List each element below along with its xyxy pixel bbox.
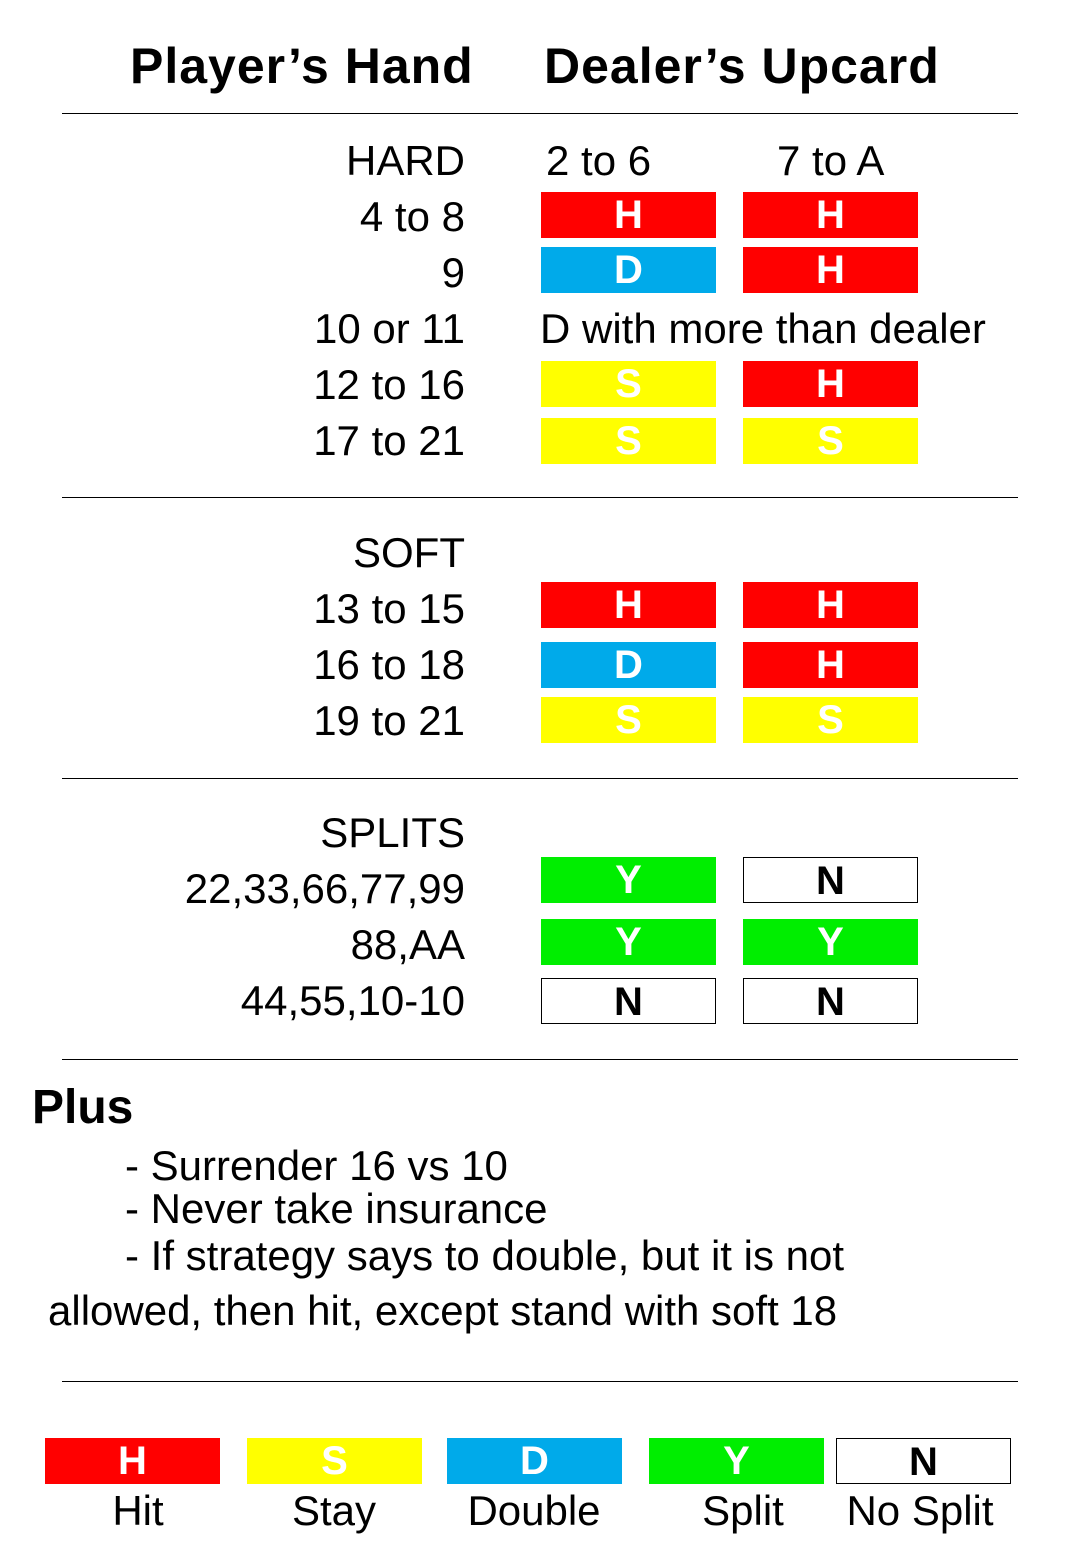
action-cell: Y	[743, 919, 918, 965]
divider	[62, 497, 1018, 498]
hand-label: 4 to 8	[359, 193, 465, 240]
action-cell: S	[743, 418, 918, 464]
action-cell: H	[743, 582, 918, 628]
action-cell: H	[541, 192, 716, 238]
hand-label: 22,33,66,77,99	[184, 865, 465, 912]
legend-stay-swatch: S	[247, 1438, 422, 1484]
soft-section-title: SOFT	[353, 529, 465, 576]
divider	[62, 778, 1018, 779]
action-cell: Y	[541, 919, 716, 965]
action-cell: S	[541, 361, 716, 407]
hand-label: 9	[441, 249, 465, 296]
hand-label: 12 to 16	[313, 361, 465, 408]
hard-section-title: HARD	[345, 137, 465, 184]
action-cell: D	[541, 247, 716, 293]
legend-hit-swatch: H	[45, 1438, 220, 1484]
hand-label: 13 to 15	[313, 585, 465, 632]
legend-split-label: Split	[702, 1487, 784, 1534]
action-cell: D	[541, 642, 716, 688]
legend-double-swatch: D	[447, 1438, 622, 1484]
splits-section-title: SPLITS	[320, 809, 465, 856]
action-cell: H	[743, 361, 918, 407]
double-note: D with more than dealer	[540, 305, 986, 352]
action-cell: Y	[541, 857, 716, 903]
divider	[62, 113, 1018, 114]
hand-label: 16 to 18	[313, 641, 465, 688]
divider	[62, 1381, 1018, 1382]
dealer-upcard-header: Dealer’s Upcard	[544, 38, 940, 94]
hand-label: 88,AA	[350, 921, 465, 968]
plus-title: Plus	[32, 1081, 134, 1134]
divider	[62, 1059, 1018, 1060]
action-cell: S	[541, 697, 716, 743]
action-cell: S	[541, 418, 716, 464]
hand-label: 19 to 21	[313, 697, 465, 744]
legend-double-label: Double	[467, 1487, 601, 1534]
column-header-7-to-a: 7 to A	[777, 137, 885, 184]
legend-no-split-label: No Split	[846, 1487, 994, 1534]
action-cell: N	[541, 978, 716, 1024]
plus-line: allowed, then hit, except stand with sof…	[48, 1287, 838, 1334]
legend-no-split-swatch: N	[836, 1438, 1011, 1484]
hand-label: 10 or 11	[314, 305, 465, 352]
action-cell: H	[743, 247, 918, 293]
hand-label: 17 to 21	[313, 417, 465, 464]
plus-line: - Never take insurance	[125, 1185, 548, 1232]
action-cell: H	[541, 582, 716, 628]
action-cell: N	[743, 857, 918, 903]
action-cell: N	[743, 978, 918, 1024]
action-cell: H	[743, 192, 918, 238]
legend-hit-label: Hit	[112, 1487, 164, 1534]
action-cell: H	[743, 642, 918, 688]
player-hand-header: Player’s Hand	[130, 38, 474, 94]
action-cell: S	[743, 697, 918, 743]
legend-stay-label: Stay	[291, 1487, 377, 1534]
plus-line: - Surrender 16 vs 10	[125, 1142, 508, 1189]
hand-label: 44,55,10-10	[240, 977, 465, 1024]
plus-line: - If strategy says to double, but it is …	[125, 1232, 845, 1279]
legend-split-swatch: Y	[649, 1438, 824, 1484]
column-header-2-to-6: 2 to 6	[546, 137, 652, 184]
